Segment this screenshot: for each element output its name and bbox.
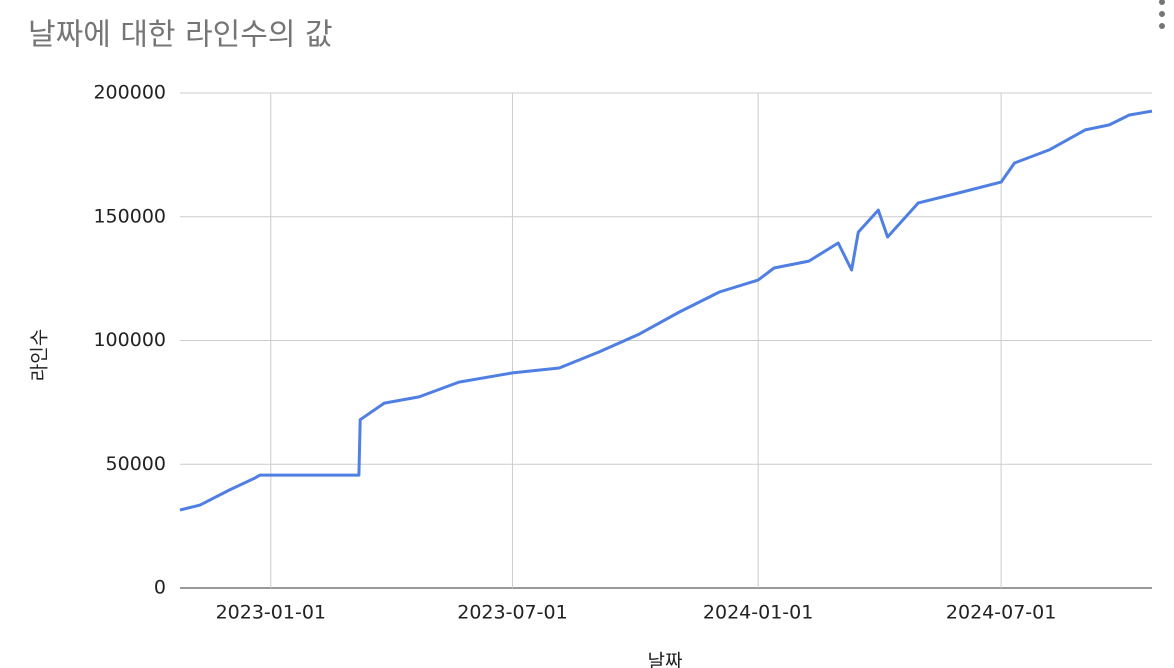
data-line: [179, 109, 1153, 512]
x-tick-label: 2024-07-01: [946, 602, 1056, 624]
y-tick-label: 50000: [106, 453, 166, 475]
y-tick-label: 200000: [93, 82, 166, 104]
y-axis-label: 라인수: [29, 329, 51, 381]
x-axis-label: 날짜: [648, 651, 683, 668]
menu-icon[interactable]: [1159, 0, 1165, 29]
x-tick-label: 2024-01-01: [703, 602, 813, 624]
y-tick-label: 100000: [93, 329, 166, 351]
y-tick-label: 150000: [93, 205, 166, 227]
chart-title: 날짜에 대한 라인수의 값: [28, 18, 333, 53]
x-tick-label: 2023-07-01: [457, 602, 567, 624]
y-tick-label: 0: [154, 577, 166, 599]
x-tick-label: 2023-01-01: [216, 602, 326, 624]
